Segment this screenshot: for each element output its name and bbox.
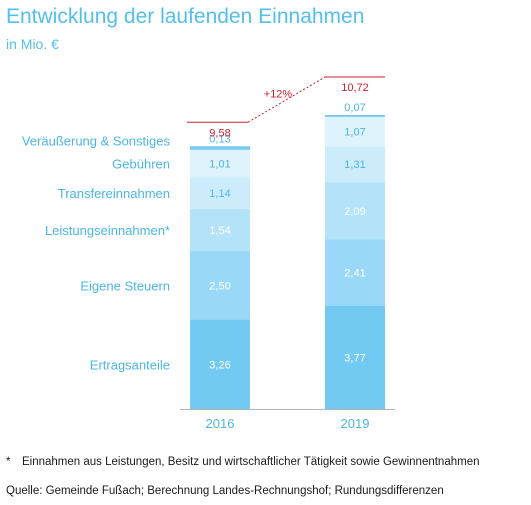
bar-segment-2019-4 [325, 116, 385, 147]
bar-segment-2016-2 [190, 208, 250, 252]
x-tick-2019: 2019 [341, 416, 370, 431]
legend-label-2: Leistungseinnahmen* [45, 223, 170, 238]
legend-label-4: Gebühren [112, 157, 170, 172]
segment-label-2016-1: 2,50 [209, 280, 230, 292]
segment-label-2016-5: 0,13 [209, 133, 230, 145]
source-note: Quelle: Gemeinde Fußach; Berechnung Land… [6, 485, 444, 497]
total-label-2016: 9,58 [209, 127, 230, 139]
bar-segment-2019-3 [325, 146, 385, 183]
chart-subtitle: in Mio. € [6, 36, 59, 52]
bar-segment-2016-0 [190, 319, 250, 409]
footnote-marker: * [6, 456, 11, 468]
segment-label-2019-2: 2,09 [344, 206, 365, 218]
bar-segment-2016-1 [190, 251, 250, 320]
legend-label-1: Eigene Steuern [80, 278, 170, 293]
segment-label-2016-0: 3,26 [209, 359, 230, 371]
growth-label: +12% [264, 89, 293, 101]
bar-segment-2019-0 [325, 305, 385, 409]
segment-label-2019-4: 1,07 [344, 127, 365, 139]
segment-label-2019-1: 2,41 [344, 268, 365, 280]
chart-title: Entwicklung der laufenden Einnahmen [6, 5, 365, 28]
segment-label-2016-4: 1,01 [209, 159, 230, 171]
stacked-bar-chart: 3,26 Ertragsanteile 2,50 Eigene Steuern 1,54… [22, 76, 395, 431]
total-label-2019: 10,72 [341, 82, 369, 94]
footnote-text: Einnahmen aus Leistungen, Besitz und wir… [22, 456, 480, 468]
bar-segment-2019-2 [325, 182, 385, 240]
segment-label-2019-5: 0,07 [344, 102, 365, 114]
bar-segment-2016-4 [190, 149, 250, 178]
bar-segment-2016-5 [190, 146, 250, 150]
segment-label-2019-3: 1,31 [344, 159, 365, 171]
bar-segment-2019-5 [325, 115, 385, 117]
segment-label-2016-2: 1,54 [209, 225, 230, 237]
legend-label-5: Veräußerung & Sonstiges [22, 133, 171, 148]
segment-label-2019-0: 3,77 [344, 352, 365, 364]
legend-label-0: Ertragsanteile [90, 357, 170, 372]
x-tick-2016: 2016 [206, 416, 235, 431]
growth-connector [247, 76, 326, 123]
footnote: * Einnahmen aus Leistungen, Besitz und wi… [6, 456, 480, 468]
legend-label-3: Transfereinnahmen [58, 186, 170, 201]
segment-label-2016-3: 1,14 [209, 188, 230, 200]
bar-segment-2016-3 [190, 177, 250, 209]
bar-segment-2019-1 [325, 239, 385, 306]
